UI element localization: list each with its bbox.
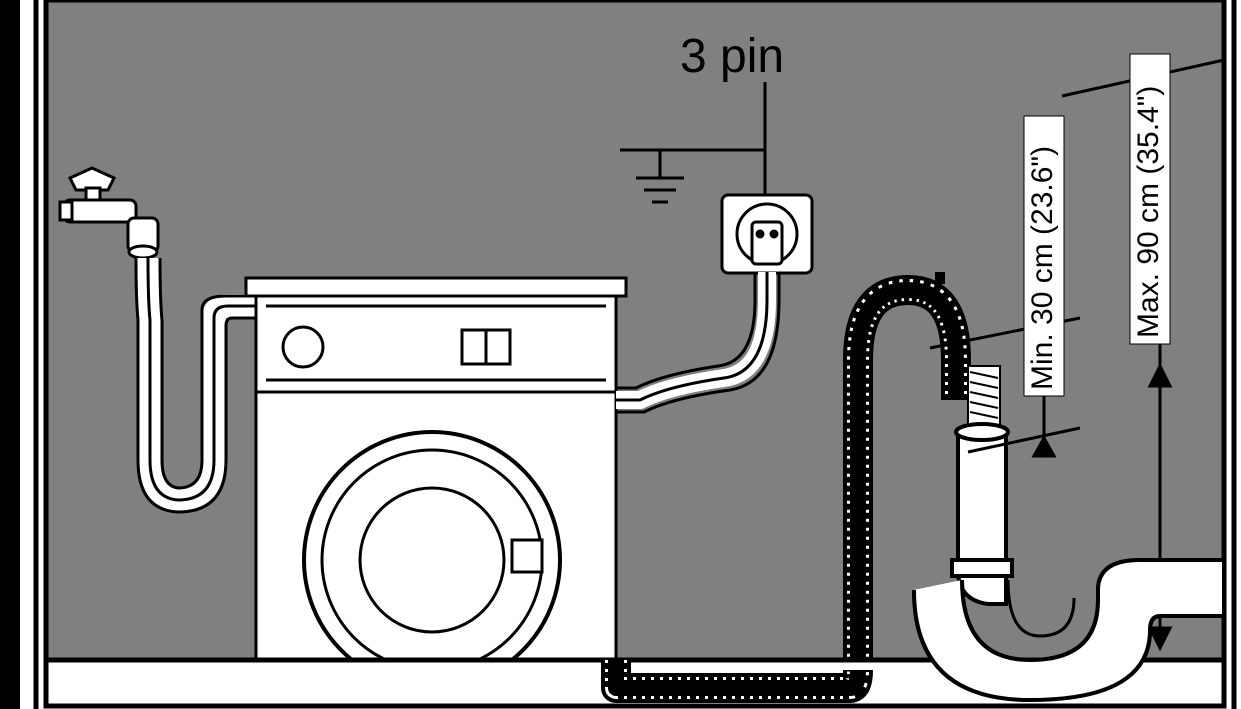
min-height-label-box: Min. 30 cm (23.6") [1024,116,1064,396]
power-socket-icon [722,195,812,273]
washing-machine [246,278,626,688]
min-height-label: Min. 30 cm (23.6") [1026,146,1059,390]
max-height-label-box: Max. 90 cm (35.4") [1130,54,1170,344]
hose-clip [968,366,1000,430]
max-height-label: Max. 90 cm (35.4") [1132,86,1165,338]
pin-label: 3 pin [680,30,784,83]
